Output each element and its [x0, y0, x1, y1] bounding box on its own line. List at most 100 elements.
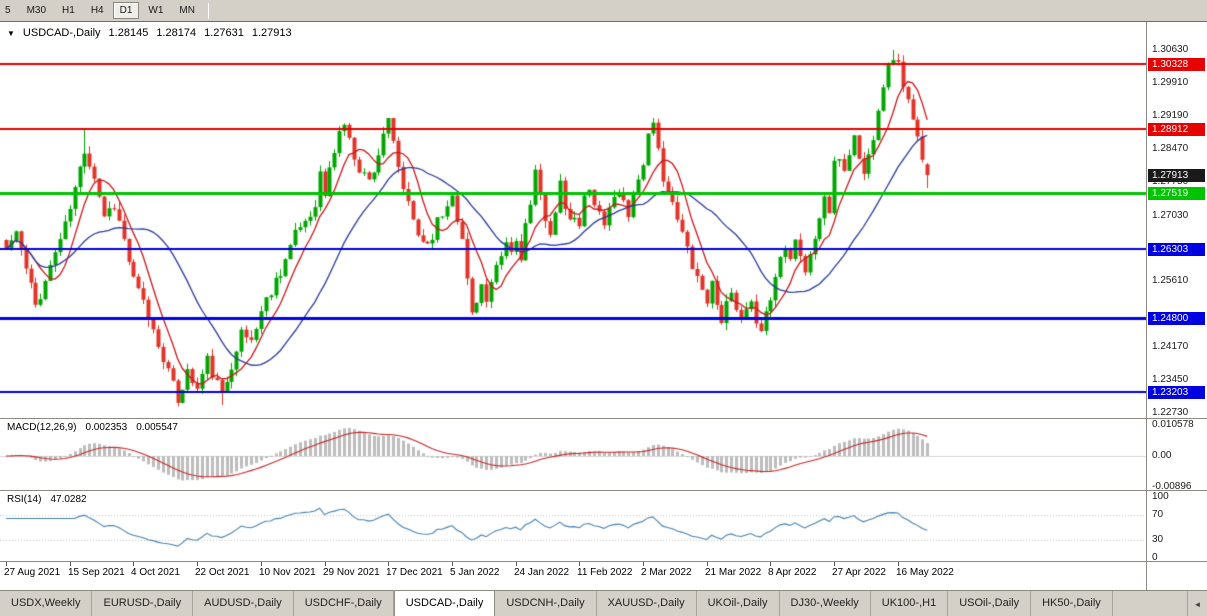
- timeframe-button-h4[interactable]: H4: [90, 5, 104, 16]
- time-axis-tick: [197, 562, 198, 566]
- time-axis-tick: [579, 562, 580, 566]
- price-tick: 1.23450: [1152, 374, 1189, 386]
- price-level-chip-1.30328: 1.30328: [1148, 57, 1205, 71]
- rsi-axis-label: 100: [1152, 491, 1169, 502]
- macd-axis-label: 0.010578: [1152, 419, 1194, 430]
- time-axis-tick: [70, 562, 71, 566]
- time-axis-tick: [388, 562, 389, 566]
- time-axis-date-label: 24 Jan 2022: [514, 567, 570, 578]
- timeframe-button-h1[interactable]: H1: [62, 5, 75, 16]
- rsi-name-label: RSI(14): [7, 494, 42, 505]
- price-level-chip-1.27519: 1.27519: [1148, 187, 1205, 201]
- rsi-title: RSI(14) 47.0282: [7, 494, 87, 505]
- chart-tab-uk100-h1[interactable]: UK100-,H1: [871, 591, 949, 616]
- price-tick: 1.24170: [1152, 341, 1189, 353]
- time-axis-date-label: 10 Nov 2021: [259, 567, 316, 578]
- time-axis-tick: [133, 562, 134, 566]
- rsi-axis-label: 70: [1152, 509, 1164, 521]
- time-axis-date-label: 5 Jan 2022: [450, 567, 500, 578]
- timeframe-toolbar: 5 M30 H1 H4 D1 W1 MN: [0, 0, 1207, 22]
- chart-ohlc-readout: ▼ USDCAD-,Daily 1.28145 1.28174 1.27631 …: [7, 27, 292, 39]
- pane-resize-handle-macd[interactable]: [0, 418, 1207, 419]
- time-axis-tick: [707, 562, 708, 566]
- chart-tab-dj30-weekly[interactable]: DJ30-,Weekly: [780, 591, 871, 616]
- price-axis-border: [1146, 22, 1147, 590]
- chart-tab-xauusd-daily[interactable]: XAUUSD-,Daily: [597, 591, 697, 616]
- macd-signal-value: 0.005547: [136, 422, 178, 433]
- timeframe-button-m30[interactable]: M30: [26, 5, 47, 16]
- rsi-indicator-canvas[interactable]: [0, 491, 1146, 561]
- chart-tab-usoil-daily[interactable]: USOil-,Daily: [948, 591, 1032, 616]
- chart-window: ▼ USDCAD-,Daily 1.28145 1.28174 1.27631 …: [0, 22, 1207, 590]
- time-axis-date-label: 16 May 2022: [896, 567, 954, 578]
- time-axis-date-label: 11 Feb 2022: [577, 567, 633, 578]
- price-tick: 1.28470: [1152, 143, 1189, 155]
- time-axis-date-label: 27 Apr 2022: [832, 567, 886, 578]
- time-axis-tick: [261, 562, 262, 566]
- time-axis-tick: [898, 562, 899, 566]
- price-tick: 1.25610: [1152, 274, 1189, 286]
- price-level-chip-1.28912: 1.28912: [1148, 123, 1205, 137]
- timeframe-button-d1[interactable]: D1: [112, 2, 140, 19]
- price-chart-canvas[interactable]: [0, 22, 1146, 418]
- time-axis-date-label: 17 Dec 2021: [386, 567, 443, 578]
- chart-tab-hk50-daily[interactable]: HK50-,Daily: [1031, 591, 1113, 616]
- time-axis-tick: [770, 562, 771, 566]
- chart-tab-usdcad-daily[interactable]: USDCAD-,Daily: [393, 591, 496, 616]
- time-axis-date-label: 29 Nov 2021: [323, 567, 380, 578]
- price-level-chip-1.27913: 1.27913: [1148, 169, 1205, 182]
- chart-tab-usdchf-daily[interactable]: USDCHF-,Daily: [294, 591, 394, 616]
- timeframe-button-w1[interactable]: W1: [148, 5, 164, 16]
- price-tick: 1.22730: [1152, 407, 1189, 419]
- pane-resize-handle-rsi[interactable]: [0, 490, 1207, 491]
- time-axis-date-label: 22 Oct 2021: [195, 567, 250, 578]
- price-tick: 1.29910: [1152, 77, 1189, 89]
- time-axis-tick: [643, 562, 644, 566]
- chart-tab-bar: ◄ USDX,Weekly EURUSD-,Daily AUDUSD-,Daily U…: [0, 590, 1207, 616]
- ohlc-open-value: 1.28145: [108, 27, 149, 39]
- time-axis-date-label: 4 Oct 2021: [131, 567, 180, 578]
- time-axis-date-label: 21 Mar 2022: [705, 567, 762, 578]
- time-axis-date-label: 8 Apr 2022: [768, 567, 817, 578]
- price-tick: 1.30630: [1152, 44, 1189, 56]
- chart-dropdown-icon[interactable]: ▼: [7, 28, 15, 38]
- time-axis-divider: [0, 561, 1207, 562]
- chart-tab-audusd-daily[interactable]: AUDUSD-,Daily: [193, 591, 294, 616]
- timeframe-button-5[interactable]: 5: [5, 5, 11, 16]
- price-tick: 1.27030: [1152, 209, 1189, 221]
- macd-axis-label: 0.00: [1152, 450, 1172, 461]
- time-axis-tick: [834, 562, 835, 566]
- rsi-axis-label: 30: [1152, 533, 1164, 545]
- time-axis-date-label: 2 Mar 2022: [641, 567, 692, 578]
- macd-main-value: 0.002353: [85, 422, 128, 433]
- ohlc-close-value: 1.27913: [251, 27, 292, 39]
- price-level-chip-1.24800: 1.24800: [1148, 312, 1205, 326]
- timeframe-button-mn[interactable]: MN: [179, 5, 195, 16]
- toolbar-separator: [207, 2, 209, 19]
- time-axis-tick: [516, 562, 517, 566]
- tab-scroll-left-button[interactable]: ◄: [1187, 591, 1207, 616]
- time-axis-date-label: 15 Sep 2021: [68, 567, 125, 578]
- chart-symbol-label: USDCAD-,Daily: [22, 27, 101, 39]
- macd-indicator-canvas[interactable]: [0, 419, 1146, 490]
- chart-tab-eurusd-daily[interactable]: EURUSD-,Daily: [92, 591, 194, 616]
- chart-tab-ukoil-daily[interactable]: UKOil-,Daily: [697, 591, 780, 616]
- macd-title: MACD(12,26,9) 0.002353 0.005547: [7, 422, 178, 433]
- time-axis[interactable]: 27 Aug 2021 15 Sep 2021 4 Oct 2021 22 Oct 2…: [0, 562, 1146, 590]
- macd-axis-label: -0.00896: [1152, 481, 1192, 492]
- price-level-chip-1.26303: 1.26303: [1148, 243, 1205, 257]
- time-axis-tick: [6, 562, 7, 566]
- price-axis[interactable]: 1.306301.299101.291901.284701.277501.270…: [1147, 22, 1207, 590]
- time-axis-tick: [452, 562, 453, 566]
- time-axis-tick: [325, 562, 326, 566]
- chart-tab-usdcnh-daily[interactable]: USDCNH-,Daily: [495, 591, 597, 616]
- macd-name-label: MACD(12,26,9): [7, 422, 77, 433]
- price-level-chip-1.23203: 1.23203: [1148, 385, 1205, 399]
- ohlc-low-value: 1.27631: [204, 27, 244, 39]
- rsi-axis-label: 0: [1152, 552, 1158, 563]
- chart-tab-usdx-weekly[interactable]: USDX,Weekly: [0, 591, 93, 616]
- ohlc-high-value: 1.28174: [156, 27, 197, 39]
- rsi-value: 47.0282: [50, 494, 87, 505]
- price-tick: 1.29190: [1152, 110, 1189, 122]
